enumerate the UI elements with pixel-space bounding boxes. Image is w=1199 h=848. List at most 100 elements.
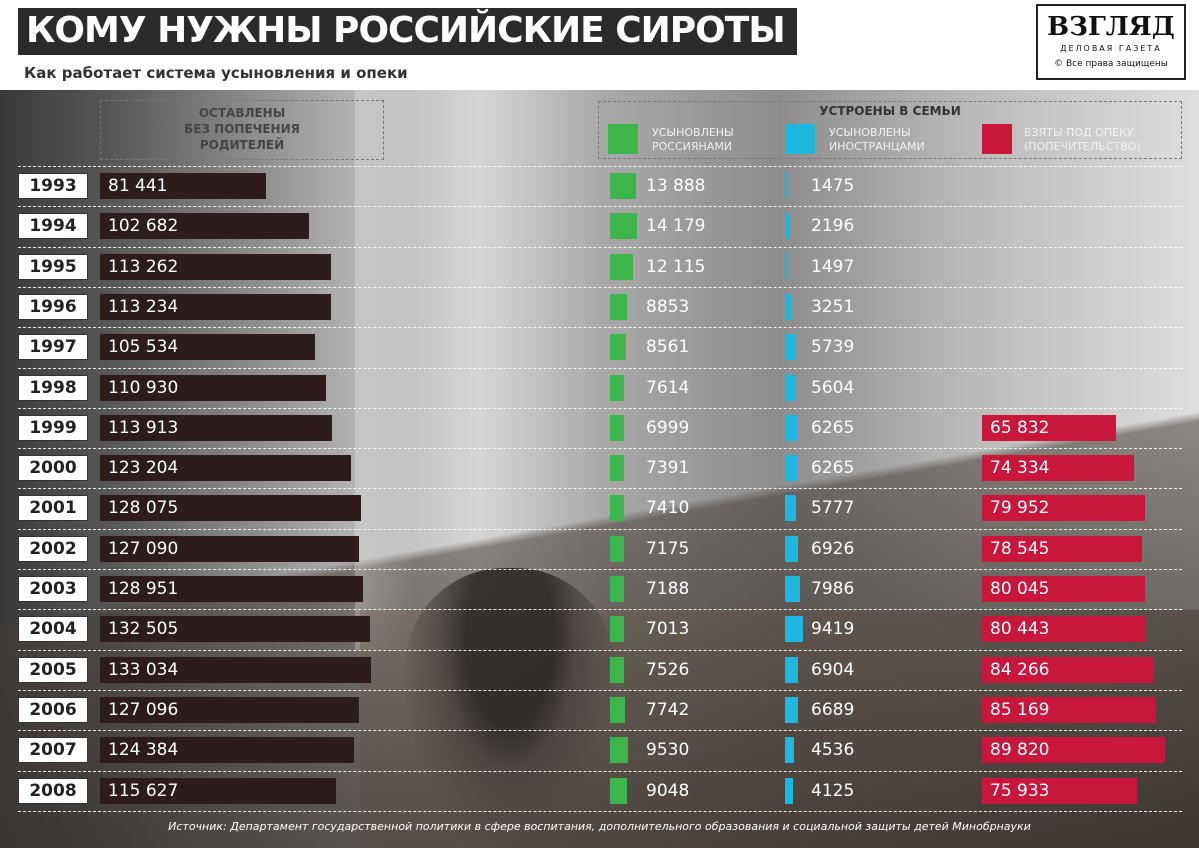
year-label: 2006 <box>18 697 88 723</box>
year-label: 1996 <box>18 294 88 320</box>
bar-left-of-care <box>100 213 309 239</box>
value-label-adopted-foreigners: 1497 <box>811 257 855 277</box>
bar-adopted-foreigners <box>785 213 789 239</box>
bar-left-of-care <box>100 375 326 401</box>
page-subtitle: Как работает система усыновления и опеки <box>24 64 408 82</box>
value-label-guardianship: 80 443 <box>990 619 1050 639</box>
page-title: КОМУ НУЖНЫ РОССИЙСКИЕ СИРОТЫ <box>18 8 797 55</box>
value-label-left-of-care: 128 951 <box>108 579 179 599</box>
value-label-adopted-russians: 14 179 <box>646 216 706 236</box>
header: КОМУ НУЖНЫ РОССИЙСКИЕ СИРОТЫ Как работае… <box>0 0 1199 90</box>
bar-adopted-russians <box>610 455 624 481</box>
row-separator <box>18 287 1182 288</box>
legend-label-guardianship: ВЗЯТЫ ПОД ОПЕКУ (ПОПЕЧИТЕЛЬСТВО) <box>1024 126 1141 153</box>
legend-label-adopted-foreigners: УСЫНОВЛЕНЫ ИНОСТРАНЦАМИ <box>829 126 925 153</box>
bar-guardianship <box>982 455 1134 481</box>
bar-left-of-care <box>100 536 359 562</box>
bar-guardianship <box>982 536 1142 562</box>
bar-adopted-foreigners <box>785 778 793 804</box>
value-label-guardianship: 65 832 <box>990 418 1050 438</box>
value-label-guardianship: 79 952 <box>990 498 1050 518</box>
bar-adopted-foreigners <box>785 415 797 441</box>
bar-guardianship <box>982 495 1145 521</box>
bar-adopted-foreigners <box>785 576 800 602</box>
value-label-adopted-russians: 7742 <box>646 700 690 720</box>
value-label-adopted-foreigners: 1475 <box>811 176 855 196</box>
value-label-guardianship: 85 169 <box>990 700 1050 720</box>
row-separator <box>18 408 1182 409</box>
value-label-adopted-foreigners: 6904 <box>811 660 855 680</box>
value-label-left-of-care: 124 384 <box>108 740 179 760</box>
legend-swatch-adopted-russians <box>608 124 638 154</box>
legend-label-adopted-russians: УСЫНОВЛЕНЫ РОССИЯНАМИ <box>652 126 734 153</box>
year-label: 2005 <box>18 657 88 683</box>
value-label-left-of-care: 81 441 <box>108 176 168 196</box>
logo: ВЗГЛЯД ДЕЛОВАЯ ГАЗЕТА © Все права защище… <box>1036 4 1186 80</box>
bar-adopted-foreigners <box>785 737 794 763</box>
bar-adopted-russians <box>610 415 624 441</box>
value-label-left-of-care: 105 534 <box>108 337 179 357</box>
bar-left-of-care <box>100 697 359 723</box>
value-label-adopted-russians: 7188 <box>646 579 690 599</box>
logo-name: ВЗГЛЯД <box>1047 12 1175 42</box>
year-label: 2004 <box>18 616 88 642</box>
row-separator <box>18 529 1182 530</box>
bar-left-of-care <box>100 254 331 280</box>
value-label-adopted-russians: 7526 <box>646 660 690 680</box>
bar-guardianship <box>982 778 1137 804</box>
bar-adopted-russians <box>610 375 624 401</box>
year-label: 1995 <box>18 254 88 280</box>
value-label-left-of-care: 132 505 <box>108 619 179 639</box>
bar-left-of-care <box>100 737 354 763</box>
value-label-adopted-foreigners: 6926 <box>811 539 855 559</box>
bar-adopted-russians <box>610 737 628 763</box>
bar-adopted-foreigners <box>785 334 796 360</box>
year-label: 2003 <box>18 576 88 602</box>
bar-adopted-foreigners <box>785 375 796 401</box>
value-label-left-of-care: 115 627 <box>108 781 179 801</box>
value-label-left-of-care: 127 096 <box>108 700 179 720</box>
year-label: 2007 <box>18 737 88 763</box>
year-label: 2000 <box>18 455 88 481</box>
value-label-guardianship: 84 266 <box>990 660 1050 680</box>
logo-rights: © Все права защищены <box>1054 59 1168 69</box>
bar-left-of-care <box>100 616 370 642</box>
value-label-adopted-foreigners: 6265 <box>811 418 855 438</box>
year-label: 2008 <box>18 778 88 804</box>
legend-swatch-guardianship <box>982 124 1012 154</box>
bar-adopted-russians <box>610 657 624 683</box>
row-separator <box>18 166 1182 167</box>
bar-adopted-foreigners <box>785 536 798 562</box>
value-label-adopted-russians: 13 888 <box>646 176 706 196</box>
bar-adopted-foreigners <box>785 495 796 521</box>
row-separator <box>18 488 1182 489</box>
bar-adopted-foreigners <box>785 294 791 320</box>
value-label-left-of-care: 123 204 <box>108 458 179 478</box>
bar-left-of-care <box>100 576 363 602</box>
value-label-guardianship: 74 334 <box>990 458 1050 478</box>
value-label-left-of-care: 102 682 <box>108 216 179 236</box>
value-label-left-of-care: 127 090 <box>108 539 179 559</box>
value-label-guardianship: 78 545 <box>990 539 1050 559</box>
value-label-adopted-russians: 7614 <box>646 378 690 398</box>
right-column-header-title: УСТРОЕНЫ В СЕМЬИ <box>819 104 961 118</box>
value-label-adopted-russians: 7175 <box>646 539 690 559</box>
bar-guardianship <box>982 657 1154 683</box>
bar-adopted-russians <box>610 778 627 804</box>
year-label: 1998 <box>18 375 88 401</box>
row-separator <box>18 730 1182 731</box>
value-label-left-of-care: 133 034 <box>108 660 179 680</box>
year-label: 1994 <box>18 213 88 239</box>
logo-tagline: ДЕЛОВАЯ ГАЗЕТА <box>1060 44 1162 53</box>
value-label-adopted-foreigners: 9419 <box>811 619 855 639</box>
value-label-left-of-care: 110 930 <box>108 378 179 398</box>
row-separator <box>18 771 1182 772</box>
value-label-adopted-russians: 9048 <box>646 781 690 801</box>
bar-adopted-russians <box>610 536 624 562</box>
bar-adopted-foreigners <box>785 697 798 723</box>
value-label-adopted-foreigners: 6689 <box>811 700 855 720</box>
bar-adopted-russians <box>610 173 636 199</box>
value-label-left-of-care: 113 234 <box>108 297 179 317</box>
bar-adopted-foreigners <box>785 455 797 481</box>
